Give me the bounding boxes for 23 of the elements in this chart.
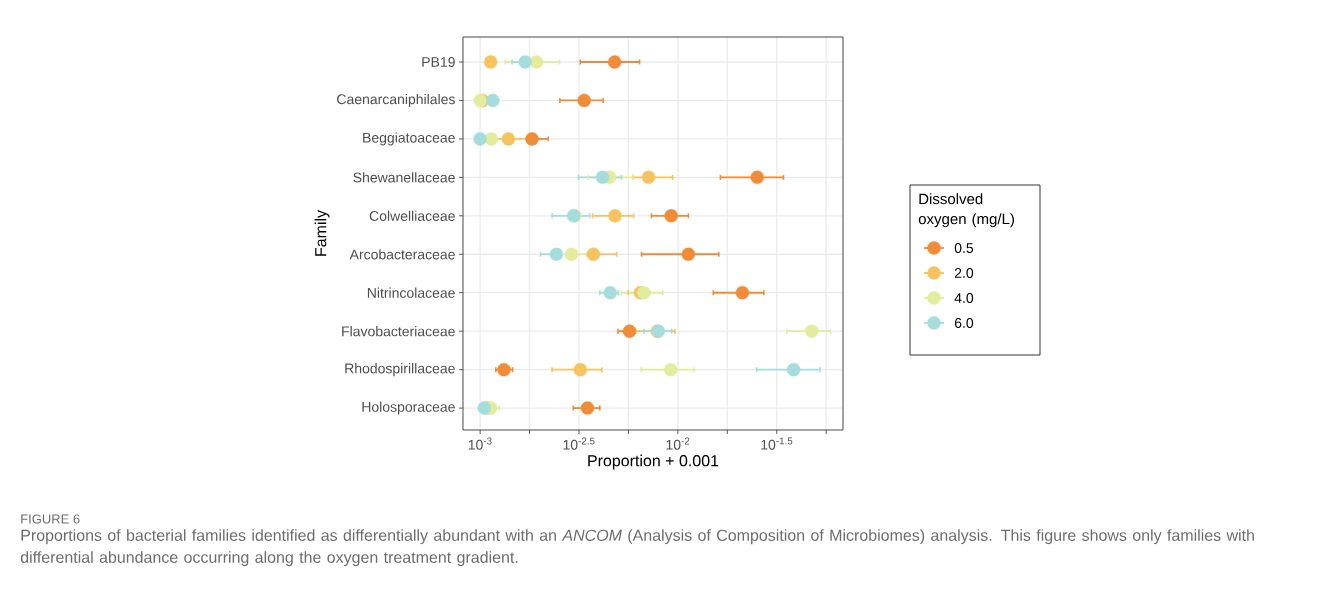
- legend-label: 6.0: [954, 318, 974, 328]
- y-tick-label: Beggiatoaceae: [363, 132, 455, 146]
- y-tick-label: Nitrincolaceae: [367, 287, 455, 298]
- x-tick-label: 10$^{-3}$: [468, 437, 492, 450]
- y-tick-label: Rhodospirillaceae: [345, 363, 455, 377]
- x-tick-label: 10$^{-2}$: [666, 437, 690, 450]
- x-tick-label: 10$^{-2.5}$: [563, 437, 595, 450]
- text: Proportions of bacterial families identified as differentially abundant with an ANCOM (Analysis of Composition of Microbiomes) analysis. This figure shows only families with differential abundance occurring along the oxygen treatment gradient.: [20, 529, 1254, 567]
- legend-label: 0.5: [954, 243, 974, 253]
- y-tick-label: Colwelliaceae: [369, 210, 455, 221]
- y-tick-label: PB19: [422, 57, 455, 67]
- legend-label: 4.0: [954, 293, 974, 303]
- legend-title: Dissolved oxygen (mg/L): [918, 193, 1014, 228]
- caption: FIGURE 6: [21, 514, 80, 524]
- y-tick-label: Holosporaceae: [362, 401, 455, 415]
- y-tick-label: Shewanellaceae: [353, 172, 455, 183]
- x-axis-title: Proportion + 0.001: [588, 454, 719, 470]
- x-tick-label: 10$^{-1.5}$: [761, 437, 793, 450]
- y-axis-title: Family: [314, 209, 330, 256]
- y-tick-label: Arcobacteraceae: [349, 249, 455, 260]
- y-tick-label: Caenarcaniphilales: [337, 93, 455, 107]
- y-tick-label: Flavobacteriaceae: [342, 326, 455, 337]
- legend-label: 2.0: [954, 268, 974, 278]
